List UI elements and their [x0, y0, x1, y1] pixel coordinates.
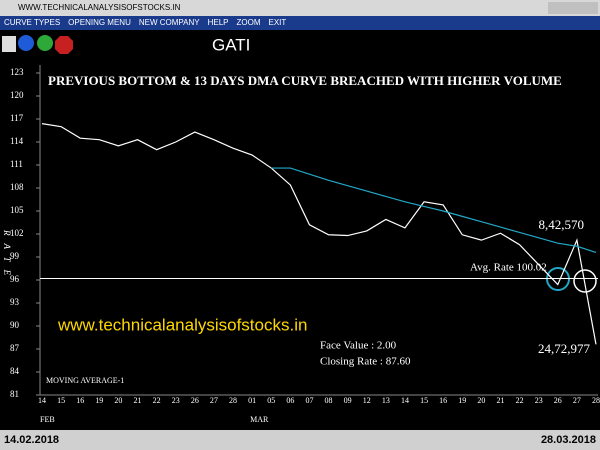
add-icon[interactable] — [18, 35, 34, 51]
stop-icon[interactable] — [55, 36, 73, 54]
watermark: www.technicalanalysisofstocks.in — [57, 315, 307, 334]
highlight-circle — [546, 267, 570, 291]
x-tick-label: 27 — [210, 396, 218, 405]
series-line — [271, 167, 597, 253]
x-tick-label: 15 — [57, 396, 65, 405]
y-tick-label: 114 — [10, 136, 24, 146]
indicator-label: MOVING AVERAGE-1 — [46, 376, 124, 385]
month-label: MAR — [250, 415, 269, 424]
x-tick-label: 26 — [554, 396, 562, 405]
window-controls[interactable] — [548, 2, 598, 14]
x-tick-label: 16 — [439, 396, 447, 405]
x-tick-label: 15 — [420, 396, 428, 405]
y-tick-label: 108 — [10, 182, 24, 192]
menu-item[interactable]: ZOOM — [237, 18, 261, 27]
y-tick-label: 99 — [10, 251, 20, 261]
x-tick-label: 21 — [496, 396, 504, 405]
x-tick-label: 09 — [344, 396, 352, 405]
y-tick-label: 96 — [10, 274, 20, 284]
window-title: WWW.TECHNICALANALYSISOFSTOCKS.IN — [18, 3, 181, 12]
y-tick-label: 87 — [10, 343, 20, 353]
x-tick-label: 26 — [191, 396, 199, 405]
x-tick-label: 28 — [229, 396, 237, 405]
series-line — [41, 123, 597, 345]
x-tick-label: 19 — [458, 396, 466, 405]
x-tick-label: 12 — [363, 396, 371, 405]
x-tick-label: 27 — [573, 396, 581, 405]
y-tick-label: 117 — [10, 113, 24, 123]
x-tick-label: 20 — [477, 396, 485, 405]
x-tick-label: 07 — [305, 396, 313, 405]
x-tick-label: 28 — [592, 396, 600, 405]
y-tick-label: 105 — [10, 205, 24, 215]
y-tick-label: 81 — [10, 389, 19, 399]
x-tick-label: 23 — [172, 396, 180, 405]
book-icon[interactable] — [2, 36, 16, 52]
help-icon[interactable] — [37, 35, 53, 51]
highlight-circle — [573, 269, 597, 293]
x-tick-label: 13 — [382, 396, 390, 405]
toolbar — [0, 30, 600, 58]
y-axis-label: RATE — [2, 229, 12, 283]
x-tick-label: 21 — [134, 396, 142, 405]
x-tick-label: 20 — [114, 396, 122, 405]
face-value: Face Value : 2.00 — [320, 340, 397, 352]
title-bar — [0, 0, 600, 16]
x-tick-label: 14 — [38, 396, 46, 405]
menu-item[interactable]: CURVE TYPES — [4, 18, 60, 27]
month-label: FEB — [40, 415, 55, 424]
x-tick-label: 14 — [401, 396, 409, 405]
y-tick-label: 102 — [10, 228, 24, 238]
volume-label: 24,72,977 — [538, 341, 591, 356]
menu-bar — [0, 16, 600, 30]
menu-item[interactable]: EXIT — [269, 18, 287, 27]
menu-item[interactable]: HELP — [208, 18, 229, 27]
end-date: 28.03.2018 — [541, 434, 596, 446]
x-tick-label: 05 — [267, 396, 275, 405]
avg-rate: Avg. Rate 100.02 — [470, 262, 547, 274]
y-tick-label: 123 — [10, 67, 24, 77]
x-tick-label: 22 — [153, 396, 161, 405]
volume-label: 8,42,570 — [539, 217, 585, 232]
annotation: PREVIOUS BOTTOM & 13 DAYS DMA CURVE BREA… — [48, 73, 562, 88]
x-tick-label: 19 — [95, 396, 103, 405]
stock-name: GATI — [212, 35, 250, 54]
closing-rate: Closing Rate : 87.60 — [320, 356, 411, 368]
y-tick-label: 84 — [10, 366, 20, 376]
menu-item[interactable]: NEW COMPANY — [139, 18, 200, 27]
status-bar — [0, 430, 600, 450]
y-tick-label: 90 — [10, 320, 20, 330]
x-tick-label: 22 — [516, 396, 524, 405]
menu-item[interactable]: OPENING MENU — [68, 18, 131, 27]
x-tick-label: 16 — [76, 396, 84, 405]
x-tick-label: 01 — [248, 396, 256, 405]
x-tick-label: 06 — [286, 396, 294, 405]
x-tick-label: 08 — [325, 396, 333, 405]
y-tick-label: 111 — [10, 159, 23, 169]
y-tick-label: 93 — [10, 297, 20, 307]
y-tick-label: 120 — [10, 90, 24, 100]
x-tick-label: 23 — [535, 396, 543, 405]
start-date: 14.02.2018 — [4, 434, 59, 446]
